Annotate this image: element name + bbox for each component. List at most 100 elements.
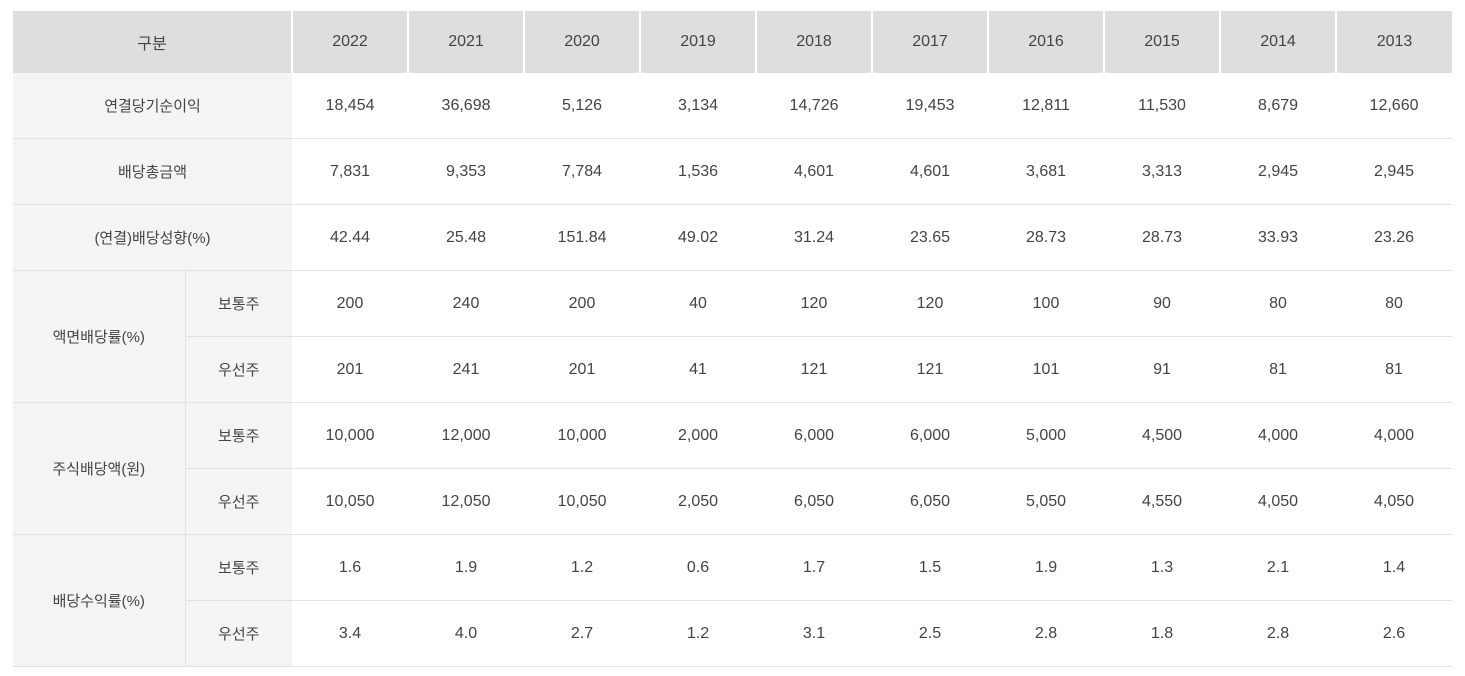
cell-value: 201 bbox=[524, 336, 641, 403]
cell-value: 28.73 bbox=[988, 204, 1105, 271]
table-row-yield-common: 배당수익률(%) 보통주 1.6 1.9 1.2 0.6 1.7 1.5 1.9… bbox=[13, 534, 1453, 667]
cell-value: 12,050 bbox=[408, 468, 525, 535]
cell-value: 81 bbox=[1220, 336, 1337, 403]
cell-value: 7,784 bbox=[524, 138, 641, 205]
cell-value: 10,050 bbox=[524, 468, 641, 535]
cell-value: 28.73 bbox=[1104, 204, 1221, 271]
cell-value: 23.65 bbox=[872, 204, 989, 271]
cell-value: 1.8 bbox=[1104, 600, 1221, 667]
header-year: 2015 bbox=[1104, 11, 1222, 73]
cell-value: 1,536 bbox=[640, 138, 757, 205]
dividend-table: 구분 2022 2021 2020 2019 2018 2017 2016 20… bbox=[13, 11, 1453, 667]
cell-value: 49.02 bbox=[640, 204, 757, 271]
table-row-net-income: 연결당기순이익 18,454 36,698 5,126 3,134 14,726… bbox=[13, 73, 1453, 139]
cell-value: 1.2 bbox=[640, 600, 757, 667]
cell-value: 12,660 bbox=[1336, 73, 1453, 139]
cell-value: 201 bbox=[292, 336, 409, 403]
cell-value: 2.6 bbox=[1336, 600, 1453, 667]
cell-value: 12,000 bbox=[408, 402, 525, 469]
header-row: 구분 2022 2021 2020 2019 2018 2017 2016 20… bbox=[13, 11, 1453, 73]
cell-value: 90 bbox=[1104, 270, 1221, 337]
cell-value: 25.48 bbox=[408, 204, 525, 271]
cell-value: 1.5 bbox=[872, 534, 989, 601]
cell-value: 11,530 bbox=[1104, 73, 1221, 139]
cell-value: 4,601 bbox=[872, 138, 989, 205]
cell-value: 18,454 bbox=[292, 73, 409, 139]
cell-value: 4.0 bbox=[408, 600, 525, 667]
cell-value: 40 bbox=[640, 270, 757, 337]
cell-value: 1.7 bbox=[756, 534, 873, 601]
cell-value: 3.1 bbox=[756, 600, 873, 667]
table-row-dps-common: 주식배당액(원) 보통주 10,000 12,000 10,000 2,000 … bbox=[13, 402, 1453, 535]
cell-value: 3,134 bbox=[640, 73, 757, 139]
header-year: 2021 bbox=[408, 11, 526, 73]
row-group-label: 액면배당률(%) bbox=[13, 270, 185, 403]
cell-value: 100 bbox=[988, 270, 1105, 337]
cell-value: 81 bbox=[1336, 336, 1453, 403]
row-group-label: 주식배당액(원) bbox=[13, 402, 185, 535]
cell-value: 120 bbox=[872, 270, 989, 337]
cell-value: 19,453 bbox=[872, 73, 989, 139]
cell-value: 2,945 bbox=[1220, 138, 1337, 205]
cell-value: 41 bbox=[640, 336, 757, 403]
cell-value: 36,698 bbox=[408, 73, 525, 139]
header-year: 2018 bbox=[756, 11, 874, 73]
cell-value: 200 bbox=[292, 270, 409, 337]
cell-value: 4,000 bbox=[1220, 402, 1337, 469]
row-label: 배당총금액 bbox=[13, 138, 293, 205]
cell-value: 80 bbox=[1336, 270, 1453, 337]
cell-value: 121 bbox=[872, 336, 989, 403]
cell-value: 200 bbox=[524, 270, 641, 337]
cell-value: 1.2 bbox=[524, 534, 641, 601]
table-row-par-rate-preferred: 우선주 201 241 201 41 121 121 101 91 81 81 bbox=[13, 336, 1453, 403]
row-sub-label: 우선주 bbox=[184, 468, 293, 535]
cell-value: 91 bbox=[1104, 336, 1221, 403]
cell-value: 101 bbox=[988, 336, 1105, 403]
cell-value: 5,126 bbox=[524, 73, 641, 139]
cell-value: 9,353 bbox=[408, 138, 525, 205]
table-row-yield-preferred: 우선주 3.4 4.0 2.7 1.2 3.1 2.5 2.8 1.8 2.8 … bbox=[13, 600, 1453, 667]
row-sub-label: 보통주 bbox=[184, 270, 293, 337]
header-year: 2013 bbox=[1336, 11, 1453, 73]
cell-value: 1.6 bbox=[292, 534, 409, 601]
cell-value: 5,050 bbox=[988, 468, 1105, 535]
cell-value: 10,000 bbox=[524, 402, 641, 469]
cell-value: 151.84 bbox=[524, 204, 641, 271]
cell-value: 7,831 bbox=[292, 138, 409, 205]
header-year: 2017 bbox=[872, 11, 990, 73]
cell-value: 6,000 bbox=[872, 402, 989, 469]
cell-value: 42.44 bbox=[292, 204, 409, 271]
cell-value: 6,000 bbox=[756, 402, 873, 469]
table-row-dps-preferred: 우선주 10,050 12,050 10,050 2,050 6,050 6,0… bbox=[13, 468, 1453, 535]
cell-value: 4,550 bbox=[1104, 468, 1221, 535]
header-category: 구분 bbox=[13, 11, 294, 73]
cell-value: 241 bbox=[408, 336, 525, 403]
cell-value: 4,050 bbox=[1336, 468, 1453, 535]
cell-value: 0.6 bbox=[640, 534, 757, 601]
cell-value: 6,050 bbox=[756, 468, 873, 535]
row-sub-label: 우선주 bbox=[184, 336, 293, 403]
table-row-par-rate-common: 액면배당률(%) 보통주 200 240 200 40 120 120 100 … bbox=[13, 270, 1453, 403]
row-group-label: 배당수익률(%) bbox=[13, 534, 185, 667]
cell-value: 10,000 bbox=[292, 402, 409, 469]
cell-value: 1.3 bbox=[1104, 534, 1221, 601]
row-sub-label: 보통주 bbox=[184, 534, 293, 601]
cell-value: 80 bbox=[1220, 270, 1337, 337]
cell-value: 23.26 bbox=[1336, 204, 1453, 271]
cell-value: 2,000 bbox=[640, 402, 757, 469]
cell-value: 2.7 bbox=[524, 600, 641, 667]
cell-value: 3,313 bbox=[1104, 138, 1221, 205]
cell-value: 4,601 bbox=[756, 138, 873, 205]
cell-value: 120 bbox=[756, 270, 873, 337]
row-sub-label: 우선주 bbox=[184, 600, 293, 667]
cell-value: 3.4 bbox=[292, 600, 409, 667]
header-year: 2014 bbox=[1220, 11, 1338, 73]
row-label: (연결)배당성향(%) bbox=[13, 204, 293, 271]
header-year: 2019 bbox=[640, 11, 758, 73]
cell-value: 2,945 bbox=[1336, 138, 1453, 205]
cell-value: 14,726 bbox=[756, 73, 873, 139]
cell-value: 10,050 bbox=[292, 468, 409, 535]
cell-value: 31.24 bbox=[756, 204, 873, 271]
cell-value: 4,050 bbox=[1220, 468, 1337, 535]
